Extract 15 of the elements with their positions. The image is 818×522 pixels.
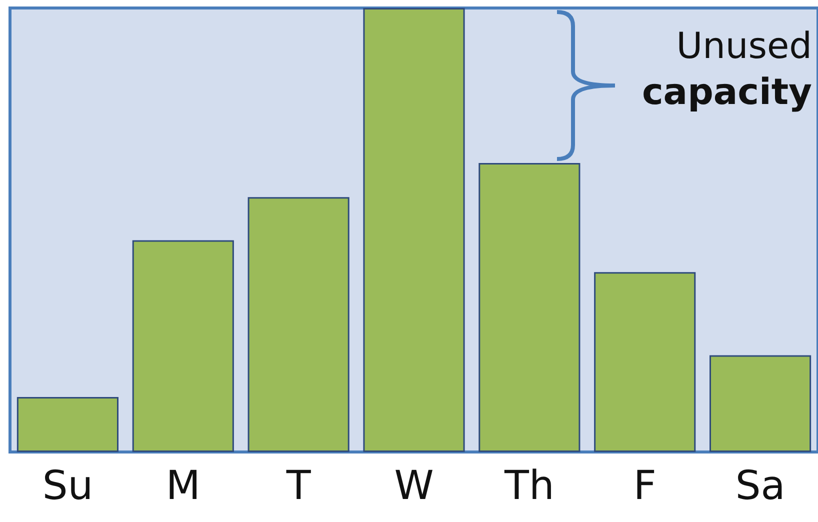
x-tick-label: T [285, 463, 312, 509]
x-tick-label: W [394, 463, 434, 509]
bar [132, 240, 234, 452]
annotation: Unused capacity [642, 25, 812, 115]
bar [594, 272, 696, 452]
bar [478, 162, 580, 452]
x-tick-label: Th [504, 463, 554, 509]
bar [709, 355, 812, 452]
x-tick-label: Su [42, 463, 94, 509]
x-tick-label: M [166, 463, 200, 509]
bar [363, 8, 465, 452]
x-tick-label: F [633, 463, 656, 509]
bar [248, 197, 350, 452]
bar [16, 396, 119, 452]
x-tick-label: Sa [735, 463, 786, 509]
